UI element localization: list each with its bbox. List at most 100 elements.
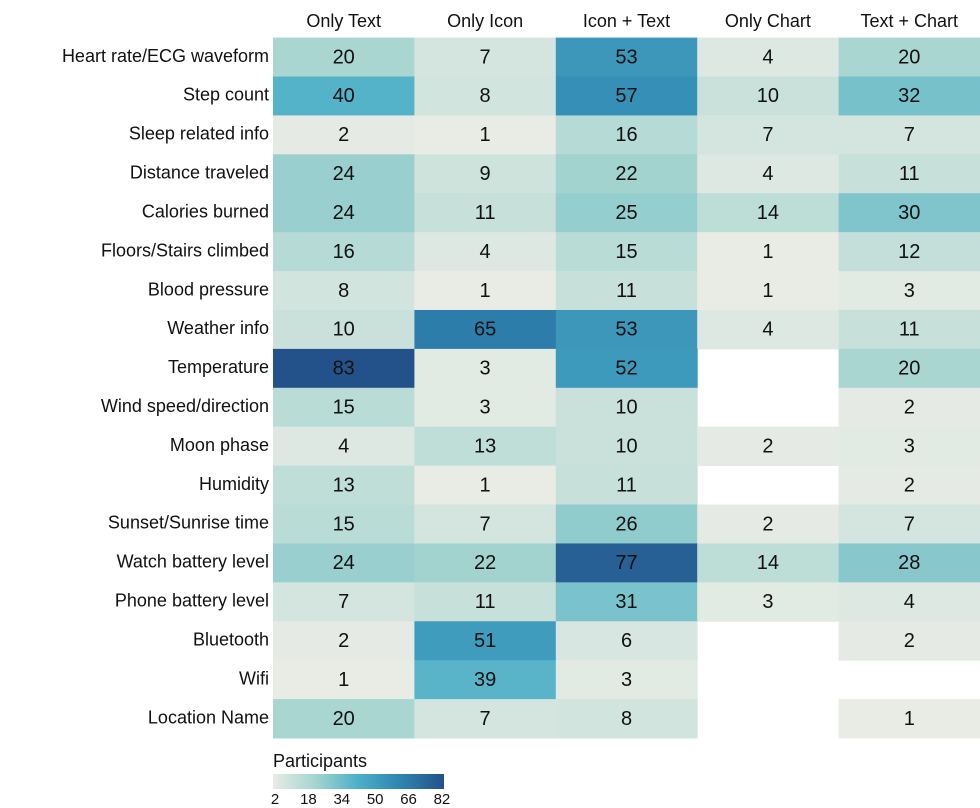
colorbar-tick-label: 82 — [434, 791, 451, 808]
heatmap-cell — [838, 582, 980, 622]
cell-value: 3 — [904, 280, 915, 302]
heatmap-cell — [273, 387, 415, 428]
cell-value: 13 — [474, 435, 496, 457]
heatmap-cell — [555, 582, 698, 622]
cell-value: 11 — [899, 319, 920, 341]
heatmap-cell — [838, 154, 980, 194]
cell-value: 7 — [904, 124, 915, 146]
heatmap-cell — [273, 543, 415, 583]
heatmap-cell — [555, 115, 698, 155]
cell-value: 1 — [762, 280, 773, 302]
heatmap-cell — [838, 76, 980, 116]
heatmap-cell — [697, 154, 840, 194]
cell-value: 2 — [338, 630, 349, 652]
heatmap-cell — [414, 154, 557, 194]
row-label: Humidity — [199, 474, 269, 494]
cell-value: 39 — [474, 669, 496, 691]
heatmap-cell — [273, 76, 415, 116]
cell-value: 10 — [615, 435, 637, 457]
heatmap-cell — [697, 271, 840, 311]
heatmap-cell — [697, 115, 840, 155]
heatmap-cell — [697, 504, 840, 544]
cell-value: 6 — [621, 630, 632, 652]
heatmap-cell — [273, 465, 415, 506]
cell-value: 4 — [904, 591, 915, 613]
cell-value: 57 — [615, 85, 637, 107]
cell-value: 12 — [898, 241, 920, 263]
heatmap-cell — [697, 193, 840, 233]
heatmap-cell — [555, 621, 698, 661]
heatmap-cell — [414, 37, 557, 78]
heatmap-cell — [414, 271, 557, 311]
heatmap-cell — [414, 543, 557, 583]
heatmap-cell — [555, 426, 698, 467]
cell-value: 8 — [338, 280, 349, 302]
cell-value: 1 — [480, 124, 491, 146]
heatmap-cell — [555, 232, 698, 272]
cell-value: 20 — [898, 46, 920, 68]
colorbar-tick-label: 50 — [367, 791, 384, 808]
heatmap-cell — [414, 76, 557, 116]
heatmap-cell — [838, 232, 980, 272]
heatmap-cell — [555, 387, 698, 428]
heatmap-cell — [838, 699, 980, 739]
heatmap-cell — [838, 193, 980, 233]
heatmap-cell — [414, 465, 557, 506]
cell-value: 7 — [338, 591, 349, 613]
row-label: Phone battery level — [115, 591, 269, 611]
heatmap-cell — [838, 543, 980, 583]
cell-value: 26 — [615, 513, 637, 535]
cell-value: 10 — [757, 85, 779, 107]
heatmap-cell — [555, 660, 698, 700]
cell-value: 77 — [615, 552, 637, 574]
column-label: Icon + Text — [583, 11, 670, 31]
row-label: Wifi — [239, 668, 269, 688]
cell-value: 4 — [762, 163, 773, 185]
cell-value: 14 — [757, 552, 779, 574]
heatmap-cell — [697, 76, 840, 116]
row-label: Location Name — [148, 707, 269, 727]
legend-title: Participants — [273, 751, 367, 771]
heatmap-cell — [273, 660, 415, 700]
heatmap-cell — [273, 621, 415, 661]
cell-value: 51 — [474, 630, 496, 652]
heatmap-cell — [273, 699, 415, 739]
heatmap-cell — [273, 426, 415, 467]
heatmap-cell — [697, 582, 840, 622]
heatmap-cell — [838, 387, 980, 428]
cell-value: 15 — [615, 241, 637, 263]
heatmap-cell — [555, 348, 698, 389]
cell-value: 22 — [615, 163, 637, 185]
column-label: Only Chart — [725, 11, 811, 31]
heatmap-cell — [838, 37, 980, 78]
heatmap-cell — [555, 699, 698, 739]
heatmap-cell — [555, 543, 698, 583]
heatmap-cell — [838, 115, 980, 155]
heatmap-cell — [414, 193, 557, 233]
cell-value: 15 — [333, 397, 355, 419]
heatmap-cell — [414, 660, 557, 700]
cell-value: 24 — [333, 163, 355, 185]
heatmap-cell — [555, 309, 698, 350]
heatmap-cell — [414, 309, 557, 350]
row-label: Moon phase — [170, 435, 269, 455]
heatmap-cell — [414, 348, 557, 389]
cell-value: 16 — [333, 241, 355, 263]
cell-value: 2 — [904, 474, 915, 496]
cell-value: 65 — [474, 319, 496, 341]
heatmap-cell — [414, 699, 557, 739]
row-label: Heart rate/ECG waveform — [62, 46, 269, 66]
cell-value: 7 — [480, 46, 491, 68]
heatmap-cell — [273, 309, 415, 350]
cell-value: 11 — [616, 280, 637, 302]
cell-value: 83 — [333, 358, 355, 380]
cell-value: 30 — [898, 202, 920, 224]
cell-value: 3 — [904, 435, 915, 457]
cell-value: 20 — [333, 708, 355, 730]
cell-value: 20 — [898, 358, 920, 380]
heatmap-cell — [555, 76, 698, 116]
cell-value: 10 — [615, 397, 637, 419]
cell-value: 10 — [333, 319, 355, 341]
heatmap-cell — [414, 504, 557, 544]
